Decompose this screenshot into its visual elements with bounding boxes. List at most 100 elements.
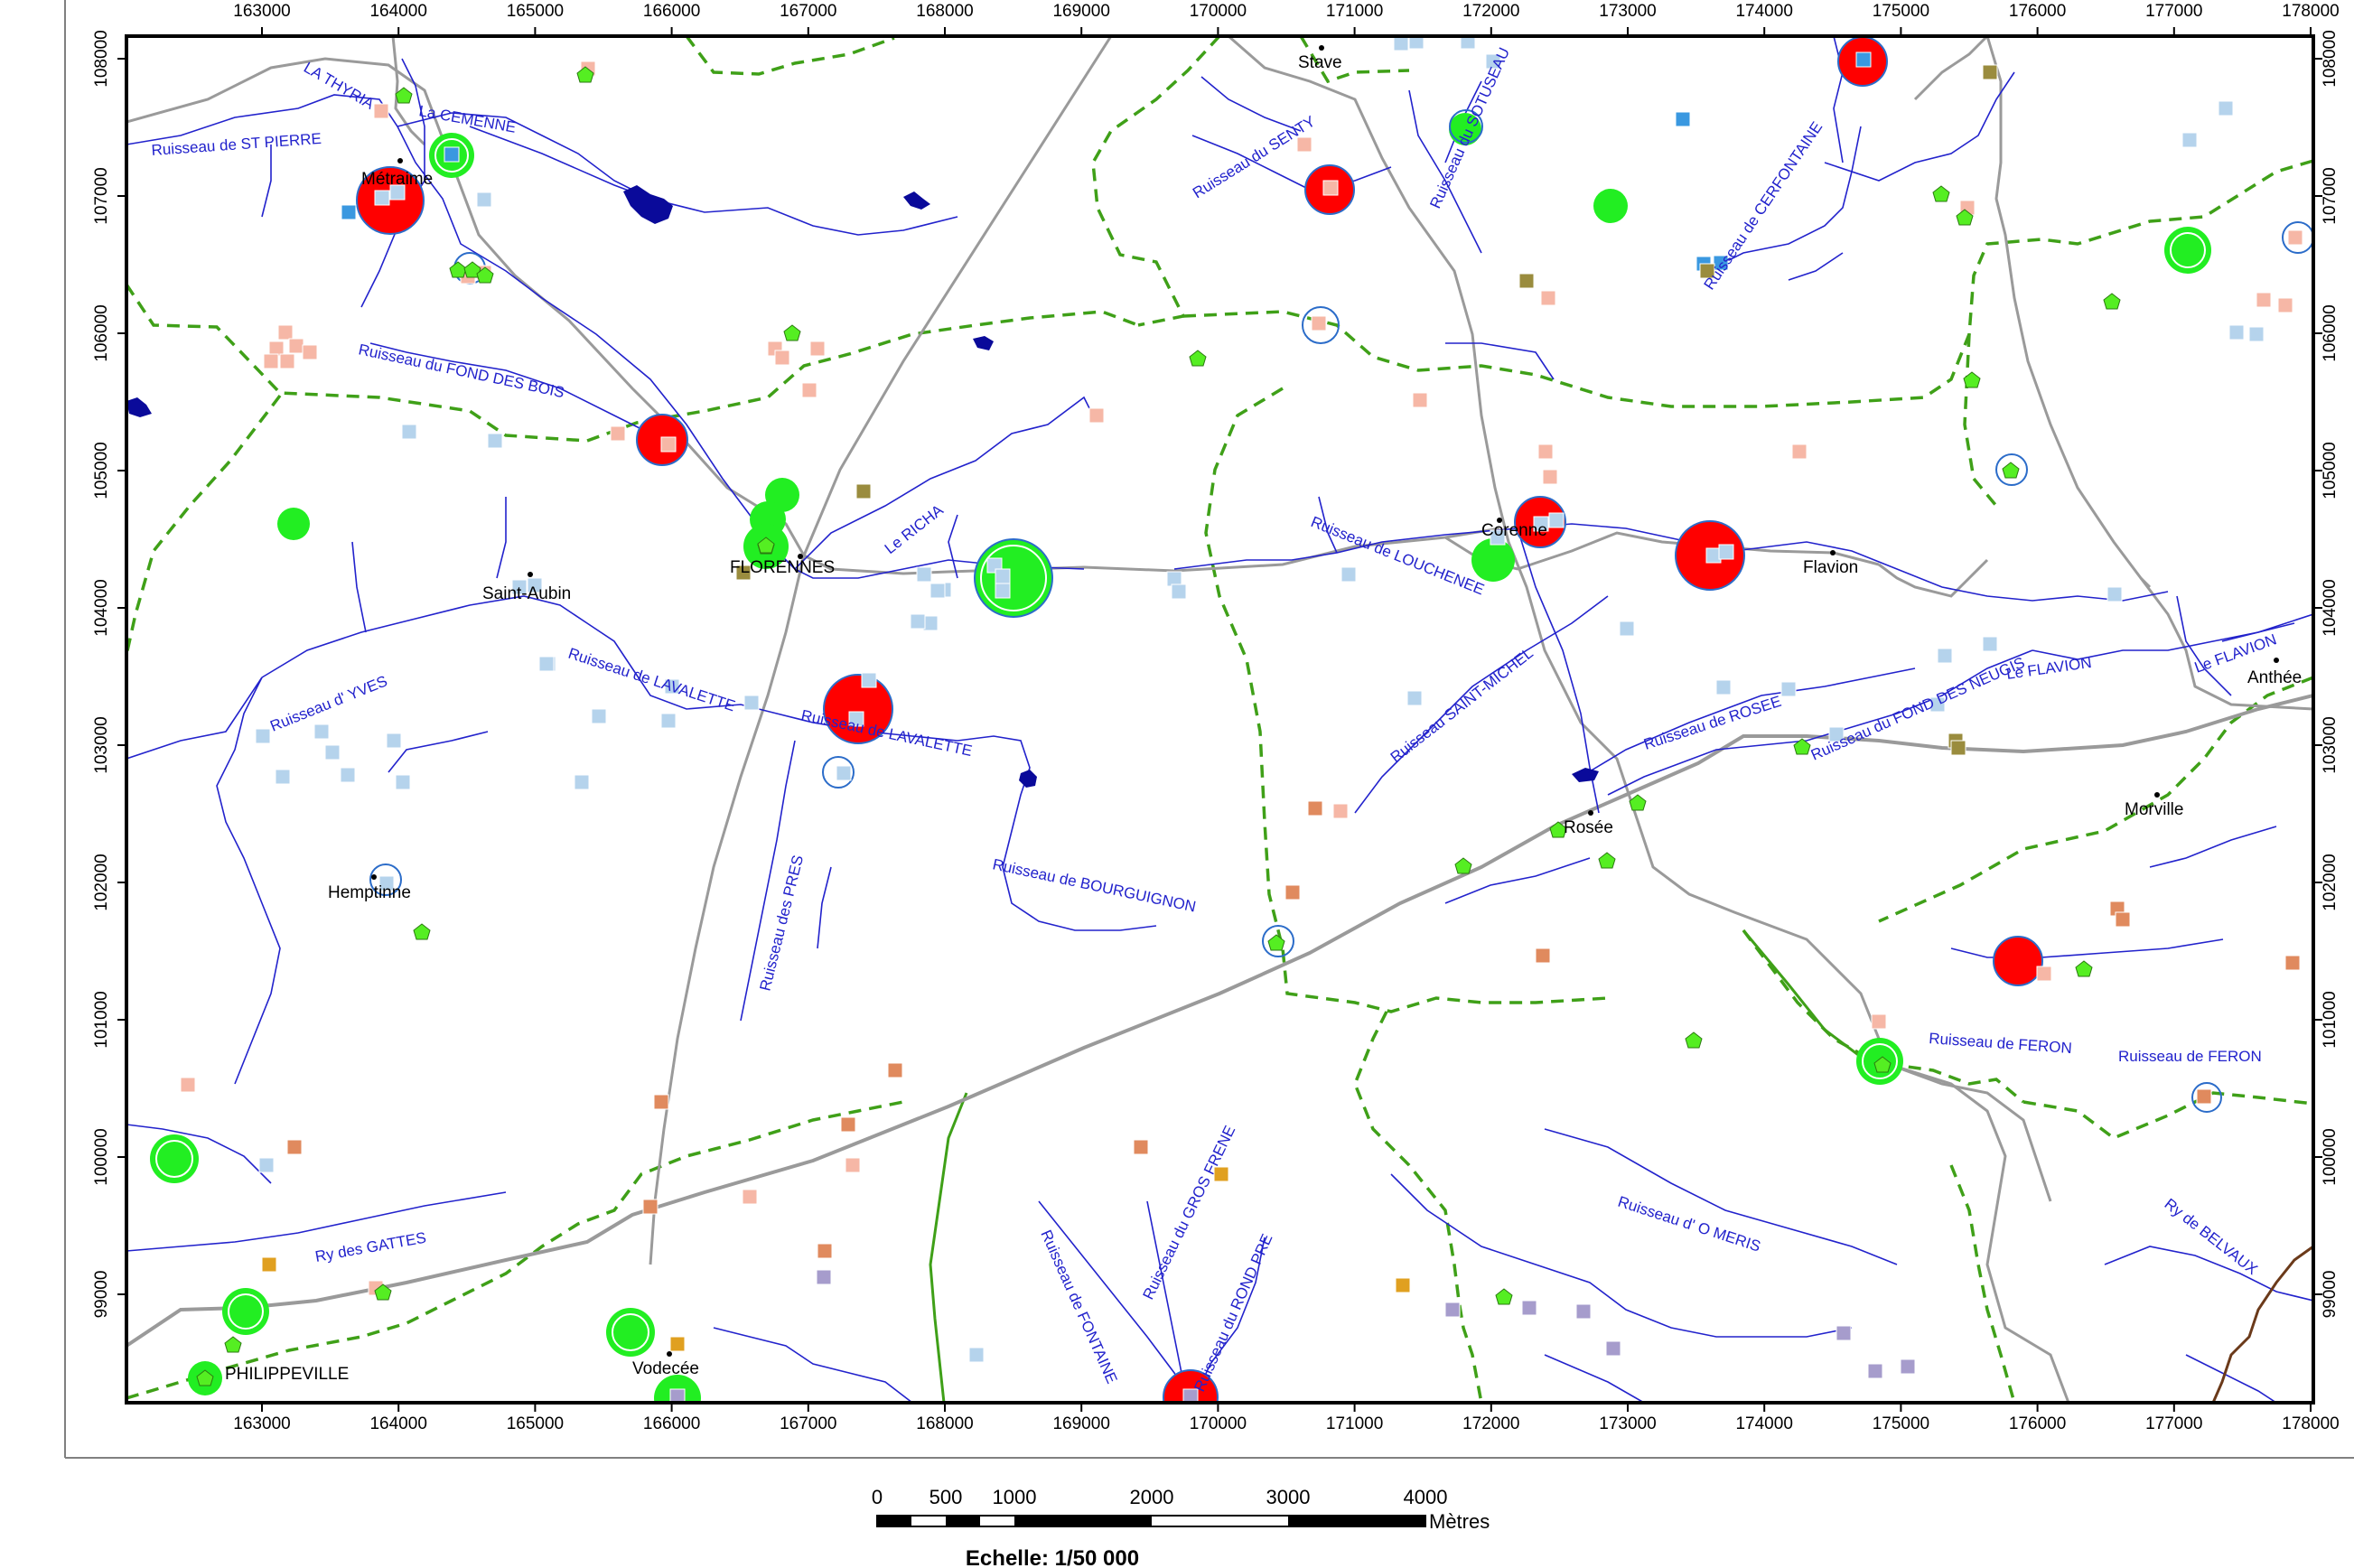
y-tick-label-right: 104000: [2321, 579, 2340, 636]
place-label: FLORENNES: [730, 558, 835, 577]
x-tick-label-top: 163000: [233, 2, 290, 21]
stream-label: Ruisseau du GROS FRENE: [1140, 1123, 1239, 1302]
national-border: [2211, 1245, 2313, 1403]
lakes: [126, 185, 1599, 788]
y-tick-label-right: 108000: [2321, 30, 2340, 87]
map-frame: [125, 34, 2315, 1405]
y-tick-label-right: 107000: [2321, 167, 2340, 224]
x-tick-label-top: 164000: [369, 2, 426, 21]
stream-label: Ruisseau du ROND PRE: [1191, 1231, 1275, 1394]
y-tick-label-right: 103000: [2321, 716, 2340, 773]
x-tick-label-top: 168000: [916, 2, 973, 21]
place-label: Anthée: [2247, 668, 2302, 687]
place-label: Morville: [2125, 800, 2183, 819]
regional-boundary: [929, 929, 1862, 1403]
site-markers-pentagons: [196, 66, 2121, 1386]
main-road: [126, 694, 2313, 1348]
map-content: Stave Métraime Saint-Aubin FLORENNES Cor…: [126, 36, 2313, 1403]
scale-tick-label: 4000: [1404, 1486, 1448, 1508]
y-tick-label-right: 99000: [2321, 1271, 2340, 1319]
x-tick-label-top: 173000: [1599, 2, 1656, 21]
x-tick-label-top: 178000: [2282, 2, 2339, 21]
municipal-boundaries: [126, 36, 2313, 1403]
place-label: Flavion: [1803, 558, 1858, 577]
place-label: PHILIPPEVILLE: [225, 1365, 349, 1384]
stream-label: Ruisseau de ROSEE: [1641, 693, 1783, 753]
stream-label: Ruisseau de LAVALETTE: [566, 645, 737, 715]
place-labels: Stave Métraime Saint-Aubin FLORENNES Cor…: [225, 53, 2302, 1384]
place-label: Corenne: [1481, 521, 1547, 540]
y-tick-label-left: 102000: [92, 854, 111, 910]
scale-tick-label: 2000: [1130, 1486, 1174, 1508]
scale-bar: 0 500 1000 2000 3000 4000 Mètres Echelle…: [872, 1486, 1490, 1568]
stream-label: Ruisseau du SOTUSEAU: [1426, 45, 1513, 211]
x-tick-label-bottom: 176000: [2009, 1414, 2066, 1433]
x-tick-label-bottom: 168000: [916, 1414, 973, 1433]
x-tick-label-bottom: 164000: [369, 1414, 426, 1433]
stream-label: Ry des GATTES: [313, 1229, 427, 1265]
stream-label: Ruisseau des PRES: [756, 854, 807, 993]
x-tick-label-bottom: 169000: [1052, 1414, 1109, 1433]
x-tick-label-top: 176000: [2009, 2, 2066, 21]
stream-label: Ruisseau de BOURGUIGNON: [991, 855, 1198, 915]
place-label: Vodecée: [632, 1359, 699, 1378]
y-tick-label-right: 105000: [2321, 442, 2340, 499]
scale-caption: Echelle: 1/50 000: [966, 1546, 1139, 1568]
x-axis: 163000 163000 164000 164000 165000 165000 1660…: [233, 2, 2339, 1433]
x-tick-label-bottom: 175000: [1873, 1414, 1929, 1433]
stream-label: Ruisseau du FOND DES NEUGIS: [1808, 654, 2027, 764]
scale-tick-label: 0: [872, 1486, 883, 1508]
place-label: Rosée: [1564, 818, 1613, 837]
y-tick-label-left: 104000: [92, 579, 111, 636]
x-tick-label-bottom: 172000: [1462, 1414, 1519, 1433]
x-tick-label-top: 166000: [643, 2, 700, 21]
stream-label: Ruisseau d' O MERIS: [1616, 1193, 1763, 1255]
stream-label: Ruisseau de ST PIERRE: [151, 130, 322, 159]
y-tick-label-right: 106000: [2321, 304, 2340, 361]
outer-frame: [64, 0, 2354, 1459]
x-tick-label-top: 171000: [1326, 2, 1383, 21]
stream-label: Le RICHA: [882, 501, 948, 557]
place-label: Hemptinne: [328, 883, 411, 902]
stream-labels: Ruisseau de ST PIERRE LA THYRIA La CEMEN…: [151, 45, 2279, 1395]
y-tick-label-left: 100000: [92, 1128, 111, 1185]
y-tick-label-left: 108000: [92, 30, 111, 87]
x-tick-label-bottom: 178000: [2282, 1414, 2339, 1433]
y-tick-label-left: 105000: [92, 442, 111, 499]
y-tick-label-right: 101000: [2321, 991, 2340, 1048]
scale-unit: Mètres: [1429, 1510, 1490, 1533]
x-tick-label-top: 177000: [2145, 2, 2202, 21]
y-tick-label-left: 107000: [92, 167, 111, 224]
x-tick-label-top: 170000: [1190, 2, 1247, 21]
scale-tick-label: 3000: [1266, 1486, 1311, 1508]
village-dots: [371, 45, 2279, 1357]
y-axis: 108000 108000 107000 107000 106000 106000 1050…: [92, 30, 2340, 1318]
x-tick-label-top: 175000: [1873, 2, 1929, 21]
stream-label: Ry de BELVAUX: [2162, 1195, 2261, 1278]
x-tick-label-top: 174000: [1735, 2, 1792, 21]
y-tick-label-left: 103000: [92, 716, 111, 773]
site-markers-squares: [180, 36, 2303, 1403]
scale-tick-label: 1000: [993, 1486, 1037, 1508]
x-tick-label-bottom: 166000: [643, 1414, 700, 1433]
y-tick-label-left: 101000: [92, 991, 111, 1048]
stream-label: LA THYRIA: [301, 59, 378, 113]
x-tick-label-bottom: 173000: [1599, 1414, 1656, 1433]
x-tick-label-bottom: 165000: [507, 1414, 564, 1433]
streams: [126, 36, 2313, 1403]
y-tick-label-right: 102000: [2321, 854, 2340, 910]
x-tick-label-bottom: 174000: [1735, 1414, 1792, 1433]
x-tick-label-bottom: 177000: [2145, 1414, 2202, 1433]
y-tick-label-left: 99000: [92, 1271, 111, 1319]
x-tick-label-top: 165000: [507, 2, 564, 21]
x-tick-label-bottom: 163000: [233, 1414, 290, 1433]
stream-label: La CEMENNE: [417, 102, 517, 136]
stream-label: Ruisseau de FERON: [2118, 1048, 2262, 1065]
y-tick-label-right: 100000: [2321, 1128, 2340, 1185]
x-tick-label-top: 169000: [1052, 2, 1109, 21]
stream-label: Ruisseau du FOND DES BOIS: [357, 341, 565, 401]
x-tick-label-bottom: 167000: [780, 1414, 836, 1433]
roads: [126, 36, 2313, 1403]
stream-label: Ruisseau de CERFONTAINE: [1701, 118, 1826, 293]
place-label: Métraime: [361, 170, 433, 189]
